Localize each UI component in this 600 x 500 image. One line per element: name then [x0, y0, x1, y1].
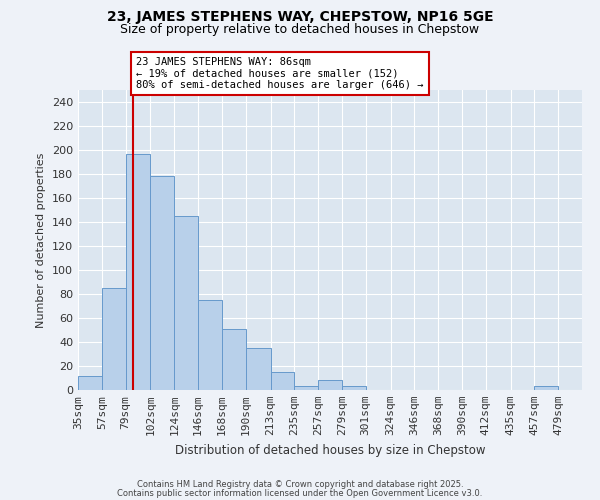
Bar [198, 300, 222, 390]
Bar [318, 380, 342, 390]
Text: Contains HM Land Registry data © Crown copyright and database right 2025.: Contains HM Land Registry data © Crown c… [137, 480, 463, 489]
Text: 23 JAMES STEPHENS WAY: 86sqm
← 19% of detached houses are smaller (152)
80% of s: 23 JAMES STEPHENS WAY: 86sqm ← 19% of de… [136, 57, 424, 90]
Bar [271, 372, 295, 390]
Text: 23, JAMES STEPHENS WAY, CHEPSTOW, NP16 5GE: 23, JAMES STEPHENS WAY, CHEPSTOW, NP16 5… [107, 10, 493, 24]
Bar [151, 176, 174, 390]
Bar [174, 216, 198, 390]
Bar [125, 154, 151, 390]
Text: Contains public sector information licensed under the Open Government Licence v3: Contains public sector information licen… [118, 488, 482, 498]
Bar [342, 386, 365, 390]
X-axis label: Distribution of detached houses by size in Chepstow: Distribution of detached houses by size … [175, 444, 485, 456]
Bar [535, 386, 558, 390]
Bar [102, 288, 125, 390]
Bar [295, 386, 318, 390]
Y-axis label: Number of detached properties: Number of detached properties [37, 152, 46, 328]
Text: Size of property relative to detached houses in Chepstow: Size of property relative to detached ho… [121, 22, 479, 36]
Bar [245, 348, 271, 390]
Bar [222, 329, 245, 390]
Bar [78, 376, 102, 390]
